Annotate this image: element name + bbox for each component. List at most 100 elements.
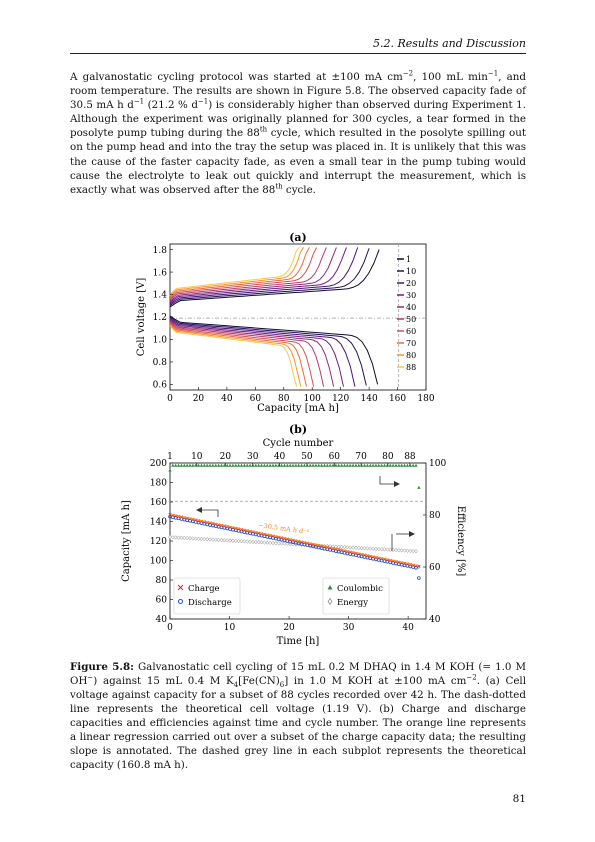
x-tick-label: 180 [417,394,434,404]
panel-b-x-axis-label: Time [h] [277,636,320,647]
coulombic-point [331,463,335,467]
energy-point [345,545,350,550]
legend-label-80: 80 [406,351,416,360]
coulombic-point [205,463,209,467]
charge-curve [169,249,380,308]
y-tick-label: 0.8 [153,358,168,368]
y-tick-label: 140 [150,518,167,528]
coulombic-point [394,463,398,467]
x-tick-label: 20 [283,623,295,633]
coulombic-point [182,463,187,467]
cycle-20-curves [169,247,359,387]
energy-point [216,537,221,543]
regression-line [171,514,418,567]
x-tick-label: 160 [389,394,406,404]
coulombic-point [305,463,309,467]
cycle-60-curves [169,247,317,387]
right-axis-arrowhead-top [394,481,400,487]
discharge-curve [169,323,307,387]
y-tick-label: 1.8 [153,246,168,256]
x-tick-label: 30 [343,623,355,633]
energy-point [397,548,401,553]
right-axis-arrowhead-bottom [409,531,415,537]
energy-point [196,536,201,541]
energy-point [271,540,275,546]
figure-caption-text: Galvanostatic cell cycling of 15 mL 0.2 … [70,661,527,771]
energy-point [262,540,267,545]
cycle-10-curves [169,248,370,386]
energy-point [256,540,261,545]
coulombic-point [337,463,341,467]
panel-a-x-axis-label: Capacity [mA h] [257,403,339,414]
energy-point [376,546,381,552]
charge-curve [169,247,305,297]
left-axis-arrow [200,509,219,517]
y-tick-label: 1.4 [153,291,168,301]
panel-b-axis-arrows [196,476,415,551]
x-tick-label: 140 [361,394,378,404]
legend-label-50: 50 [406,315,416,324]
coulombic-point [234,463,238,467]
energy-point [365,546,370,551]
coulombic-point [385,463,390,467]
y2-tick-label: 60 [429,563,441,573]
coulombic-point [371,463,375,467]
panel-b-legend-efficiency: Coulombic Energy [322,577,390,615]
legend-label-charge: Charge [188,584,220,594]
cycle-30-curves [169,247,347,387]
discharge-point [414,565,418,570]
top-x-tick-label: 40 [274,452,286,462]
coulombic-point [402,463,407,467]
energy-point [265,540,270,545]
coulombic-point [397,463,401,467]
energy-point [268,540,272,546]
discharge-curve [169,321,325,387]
legend-marker-discharge [178,599,183,604]
x-tick-label: 100 [304,394,321,404]
y-tick-label: 1.2 [153,313,167,323]
coulombic-point [214,463,218,467]
top-x-tick-label: 50 [301,452,313,462]
cycle-80-curves [169,247,305,387]
energy-point [225,538,230,543]
coulombic-point [368,463,372,467]
energy-point [171,535,175,540]
coulombic-point [297,463,301,467]
top-x-tick-label: 88 [404,452,416,462]
coulombic-point [231,463,235,467]
energy-point [193,536,198,541]
charge-point [168,513,172,517]
discharge-curve [169,316,367,386]
coulombic-point [359,463,364,467]
y-tick-label: 200 [150,459,167,469]
x-tick-label: 80 [278,394,290,404]
x-tick-label: 120 [332,394,349,404]
coulombic-point [319,463,324,467]
discharge-curve [169,315,379,385]
energy-point [354,545,358,550]
energy-point [359,545,364,551]
energy-point [417,564,421,570]
y-tick-label: 120 [150,537,167,547]
x-tick-label: 60 [250,394,262,404]
left-axis-arrowhead [196,507,202,513]
energy-point [356,545,361,551]
discharge-curve [169,317,356,387]
coulombic-point [256,463,261,467]
coulombic-point [185,463,189,467]
y-tick-label: 1.0 [153,336,168,346]
charge-curve [169,247,337,302]
y2-tick-label: 80 [429,511,441,521]
coulombic-point [271,463,275,467]
coulombic-point [362,463,367,467]
coulombic-point [354,463,358,467]
energy-point [336,544,341,549]
panel-a-y-axis-label: Cell voltage [V] [136,278,147,357]
discharge-curve [169,322,315,387]
coulombic-point [268,463,272,467]
coulombic-point [348,463,352,467]
energy-point [179,535,184,540]
charge-curve [169,248,370,306]
coulombic-point [288,463,292,467]
energy-point [231,538,235,543]
